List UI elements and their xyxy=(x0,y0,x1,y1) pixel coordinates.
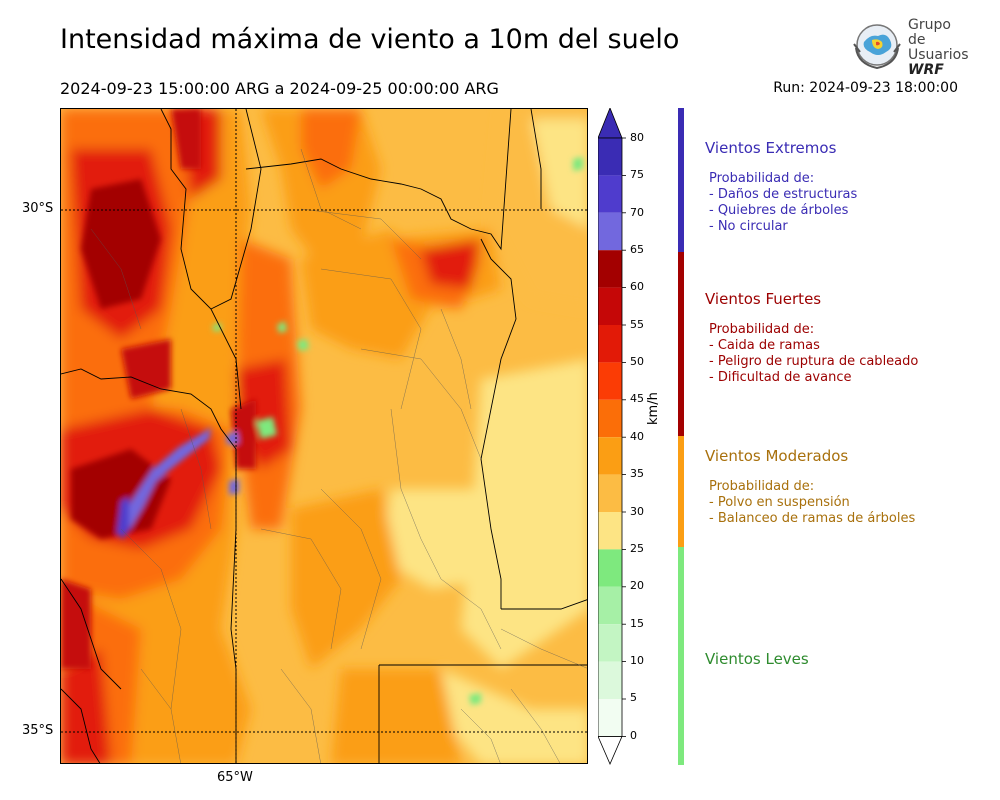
colorbar-tick: 75 xyxy=(630,168,644,181)
category-description: Probabilidad de: - Polvo en suspensión -… xyxy=(705,479,995,527)
colorbar xyxy=(597,106,638,768)
colorbar-tick: 55 xyxy=(630,318,644,331)
colorbar-tick: 0 xyxy=(630,729,637,742)
category-item: - Daños de estructuras xyxy=(709,187,858,202)
colorbar-tick: 35 xyxy=(630,467,644,480)
lat-label-35s: 35°S xyxy=(22,723,54,738)
category-name: Vientos Extremos xyxy=(705,139,837,157)
colorbar-unit: km/h xyxy=(646,392,661,425)
light-category-bar xyxy=(678,547,684,765)
strong-category-bar xyxy=(678,252,684,436)
colorbar-tick: 30 xyxy=(630,505,644,518)
lon-label-65w: 65°W xyxy=(217,770,253,785)
forecast-period: 2024-09-23 15:00:00 ARG a 2024-09-25 00:… xyxy=(60,79,499,98)
category-name: Vientos Moderados xyxy=(705,447,849,465)
category-item: - Peligro de ruptura de cableado xyxy=(709,354,919,369)
wind-field xyxy=(61,109,587,763)
category-description: Probabilidad de: - Daños de estructuras … xyxy=(705,171,995,235)
wind-map xyxy=(60,108,588,764)
colorbar-tick: 15 xyxy=(630,617,644,630)
category-item: - Caida de ramas xyxy=(709,338,820,353)
category-item: - Polvo en suspensión xyxy=(709,495,850,510)
category-item: - Dificultad de avance xyxy=(709,370,852,385)
grupo-usuarios-wrf-logo: Grupo de Usuarios WRF xyxy=(850,17,970,78)
colorbar-tick: 60 xyxy=(630,280,644,293)
colorbar-tick: 5 xyxy=(630,691,637,704)
colorbar-scale xyxy=(597,106,626,766)
category-strong: Vientos Fuertes Probabilidad de: - Caida… xyxy=(705,290,995,386)
category-item: - Quiebres de árboles xyxy=(709,203,849,218)
colorbar-tick: 80 xyxy=(630,131,644,144)
logo-line-1: Grupo de xyxy=(908,17,951,48)
logo-line-2: Usuarios xyxy=(908,47,969,63)
colorbar-tick: 50 xyxy=(630,355,644,368)
category-heading: Probabilidad de: xyxy=(709,171,815,186)
category-item: - No circular xyxy=(709,219,788,234)
colorbar-tick: 45 xyxy=(630,392,644,405)
colorbar-tick: 40 xyxy=(630,430,644,443)
moderate-category-bar xyxy=(678,436,684,547)
category-heading: Probabilidad de: xyxy=(709,479,815,494)
category-extreme: Vientos Extremos Probabilidad de: - Daño… xyxy=(705,139,995,235)
lat-label-30s: 30°S xyxy=(22,201,54,216)
colorbar-tick: 10 xyxy=(630,654,644,667)
category-name: Vientos Leves xyxy=(705,650,809,668)
map-title: Intensidad máxima de viento a 10m del su… xyxy=(60,24,680,55)
colorbar-tick: 20 xyxy=(630,579,644,592)
colorbar-tick: 65 xyxy=(630,243,644,256)
run-time: Run: 2024-09-23 18:00:00 xyxy=(773,80,958,96)
category-moderate: Vientos Moderados Probabilidad de: - Pol… xyxy=(705,447,995,527)
logo-line-3: WRF xyxy=(908,62,944,78)
category-name: Vientos Fuertes xyxy=(705,290,822,308)
colorbar-tick: 70 xyxy=(630,206,644,219)
colorbar-tick: 25 xyxy=(630,542,644,555)
globe-logo-icon xyxy=(853,24,901,70)
category-heading: Probabilidad de: xyxy=(709,322,815,337)
category-description: Probabilidad de: - Caida de ramas - Peli… xyxy=(705,322,995,386)
category-light: Vientos Leves xyxy=(705,650,995,668)
extreme-category-bar xyxy=(678,108,684,252)
category-item: - Balanceo de ramas de árboles xyxy=(709,511,916,526)
